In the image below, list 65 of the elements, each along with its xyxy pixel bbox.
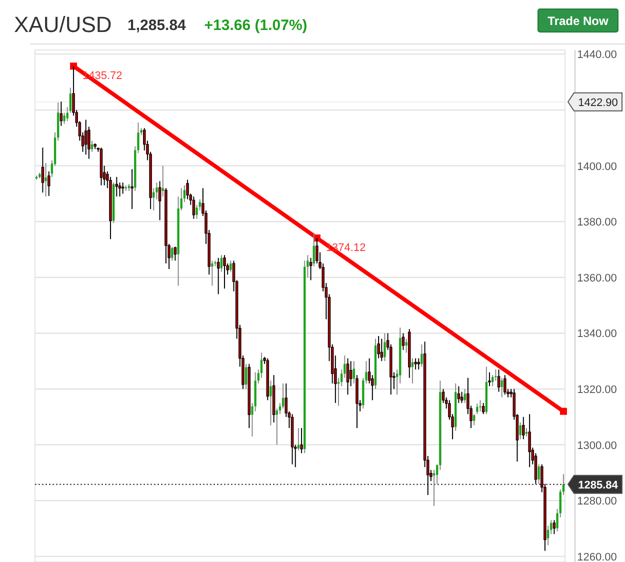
candlestick (377, 335, 380, 359)
candlestick (84, 119, 88, 156)
candlestick (309, 257, 312, 281)
candlestick (346, 358, 350, 396)
candlestick (349, 360, 352, 387)
candlestick (162, 165, 164, 197)
candlestick (121, 182, 124, 194)
y-tick-label: 1400.00 (577, 160, 617, 173)
candlestick (402, 332, 405, 350)
candlestick (158, 180, 162, 221)
y-tick-label: 1300.00 (577, 440, 617, 452)
point (560, 408, 567, 415)
candlestick (417, 358, 420, 370)
y-tick-label: 1380.00 (577, 216, 617, 229)
y-tick-label: 1320.00 (577, 384, 617, 396)
candlestick (130, 168, 134, 210)
candlestick (216, 257, 220, 295)
candlestick (476, 403, 478, 415)
candlestick (270, 380, 272, 426)
candlestick (297, 428, 300, 451)
candlestick (504, 374, 506, 396)
candlestick (115, 176, 118, 197)
candlestick (528, 414, 531, 468)
candlestick (500, 377, 503, 398)
candlestick (220, 254, 223, 272)
candlestick (211, 260, 214, 286)
candlestick (519, 422, 522, 440)
candlestick (384, 332, 386, 362)
candlestick (44, 162, 47, 197)
y-tick-label: 1340.00 (577, 328, 617, 340)
candlestick (300, 428, 303, 454)
trade-button: Trade Now (538, 8, 618, 32)
candlestick (174, 246, 177, 262)
candlestick (552, 520, 556, 535)
point (70, 62, 78, 70)
y-tick-label: 1260.00 (577, 551, 617, 562)
candlestick (171, 246, 174, 262)
candlestick (41, 147, 44, 194)
candlestick (47, 170, 50, 196)
y-tick-label: 1280.00 (577, 496, 617, 508)
candlestick (380, 338, 384, 362)
candlestick (482, 402, 485, 415)
y-tick-label: 1440.00 (577, 49, 617, 62)
candlestick (230, 260, 232, 272)
candlestick (488, 372, 491, 387)
candlestick (420, 344, 423, 368)
candlestick (352, 360, 356, 384)
candlestick (497, 368, 500, 392)
candlestick (522, 416, 525, 440)
chart-title: XAU/USD (14, 12, 112, 37)
ref-line-label: 1285.84 (578, 479, 619, 492)
candlestick (405, 338, 408, 354)
text: 1,285.84 (128, 17, 187, 34)
candlestick (414, 358, 417, 370)
candlestick (479, 400, 482, 412)
candlestick (312, 232, 315, 267)
candlestick (411, 358, 414, 384)
y-tick-label: 1360.00 (577, 272, 617, 284)
candlestick (457, 386, 460, 404)
candlestick (223, 254, 226, 290)
text: +13.66 (1.07%) (204, 17, 308, 34)
candlestick (244, 363, 248, 390)
candlestick (538, 464, 540, 484)
candlestick (473, 414, 476, 426)
ref-line-label: 1422.90 (578, 96, 618, 109)
